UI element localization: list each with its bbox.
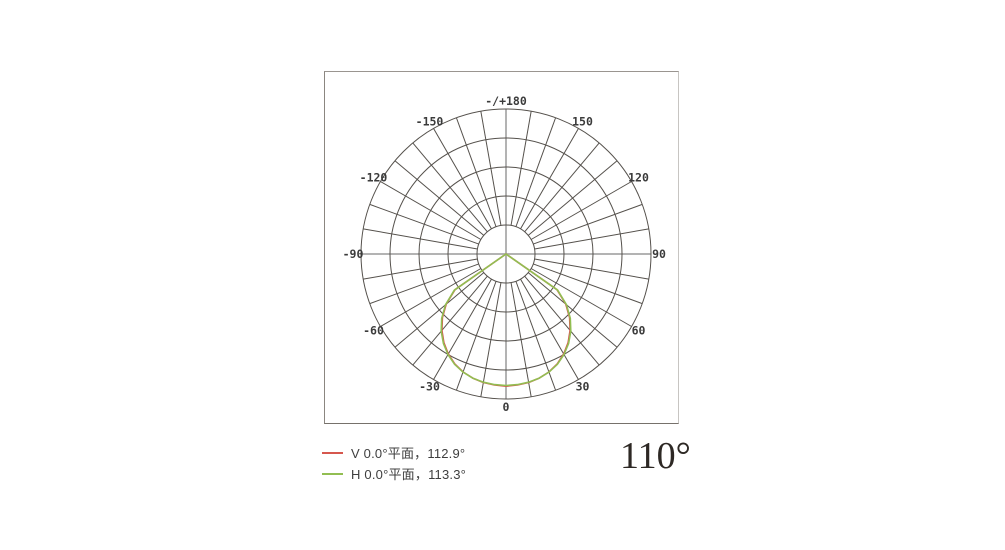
grid-radial-line [455,117,497,227]
v-plane-line-swatch [322,451,343,454]
grid-radial-line [530,268,632,327]
grid-radial-line [455,281,497,391]
grid-radial-line [527,160,618,236]
grid-radial-line [520,128,579,230]
grid-radial-line [524,142,600,233]
grid-radial-line [480,111,502,226]
angle-label: 30 [576,380,590,394]
grid-radial-line [515,281,557,391]
grid-radial-line [380,181,482,240]
grid-radial-line [394,160,485,236]
angle-label: 150 [572,115,593,129]
polar-chart-frame: 0 30 60 90 120 150 -/+180 -150 -120 -90 -60 -30 [324,71,679,424]
grid-radial-line [380,268,482,327]
grid-ring [389,137,623,371]
angle-label: 120 [628,171,649,185]
v-plane-legend-label: V 0.0°平面，112.9° [351,446,466,461]
legend-row-v-plane: V 0.0°平面，112.9° [322,442,466,463]
grid-radial-line [412,142,488,233]
angle-label: 0 [503,400,510,414]
grid-ring [418,166,594,342]
grid-radial-line [433,128,492,230]
polar-intensity-chart: 0 30 60 90 120 150 -/+180 -150 -120 -90 -60 -30 [343,94,666,414]
grid-radial-line [363,258,478,280]
grid-radial-line [510,282,532,397]
grid-radial-line [510,111,532,226]
beam-angle-value: 110° [620,435,691,477]
angle-label: -90 [343,247,364,261]
grid-radial-line [515,117,557,227]
angle-label: -30 [419,380,440,394]
grid-radial-line [530,181,632,240]
legend-row-h-plane: H 0.0°平面，113.3° [322,463,466,484]
grid-ring [447,195,565,313]
grid-radial-line [363,228,478,250]
h-plane-curve [440,253,572,387]
grid-radial-line [520,278,579,380]
angle-label: 90 [652,247,666,261]
angle-label: -120 [360,171,388,185]
grid-radial-line [369,203,479,245]
h-plane-line-swatch [322,472,343,475]
grid-radial-line [433,278,492,380]
grid-radial-line [534,258,649,280]
legend: V 0.0°平面，112.9° H 0.0°平面，113.3° [322,442,466,484]
grid-radial-line [533,263,643,305]
grid-radial-line [527,272,618,348]
grid-radial-line [534,228,649,250]
angle-label: -150 [416,115,444,129]
grid-ring [360,108,652,400]
grid-radial-line [480,282,502,397]
angle-label: -60 [363,324,384,338]
grid-radial-line [369,263,479,305]
grid-ring [476,224,536,284]
grid-radial-line [524,275,600,366]
h-plane-legend-label: H 0.0°平面，113.3° [351,467,467,482]
angle-label: -/+180 [485,94,527,108]
grid-radial-line [533,203,643,245]
grid-radial-line [412,275,488,366]
grid-radial-line [394,272,485,348]
angle-label: 60 [632,324,646,338]
